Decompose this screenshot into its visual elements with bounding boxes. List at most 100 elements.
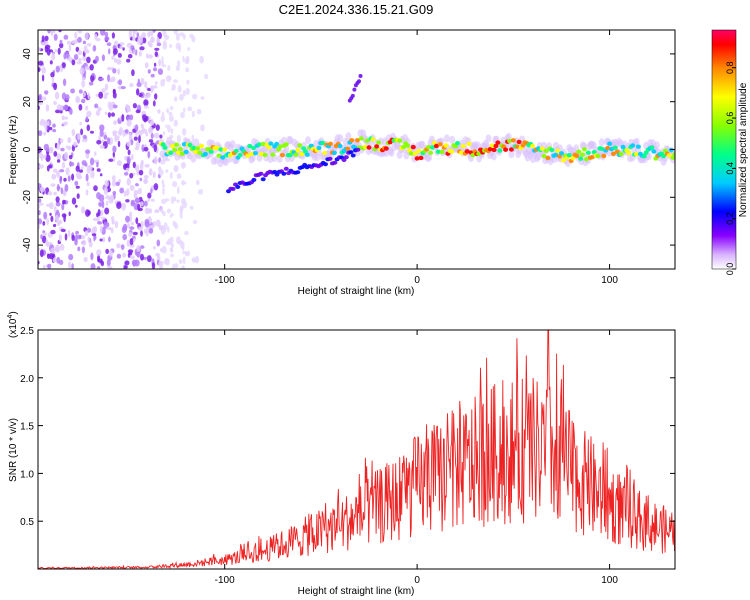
band-mark <box>208 149 214 154</box>
band-halo <box>419 140 426 149</box>
noise-blob <box>139 177 143 182</box>
band-mark <box>331 150 337 156</box>
noise-blob <box>41 96 47 101</box>
band-halo <box>598 138 605 147</box>
band-halo <box>345 132 352 141</box>
band-mark <box>162 145 168 150</box>
noise-blob <box>156 42 162 47</box>
noise-blob <box>38 60 44 66</box>
noise-blob <box>161 111 165 119</box>
noise-blob <box>42 232 47 236</box>
snr-xlabel: Height of straight line (km) <box>298 586 415 597</box>
band-mark <box>455 141 460 146</box>
noise-blob <box>107 74 111 82</box>
noise-blob <box>173 166 178 173</box>
noise-blob <box>59 176 62 184</box>
branch-mark <box>283 166 289 171</box>
noise-blob <box>38 93 43 101</box>
noise-blob <box>132 49 136 55</box>
band-halo <box>190 154 197 163</box>
noise-blob <box>125 104 129 109</box>
band-mark <box>476 151 482 156</box>
noise-blob <box>159 265 163 269</box>
noise-blob <box>187 106 193 112</box>
noise-blob <box>43 131 47 136</box>
noise-blob <box>150 188 153 194</box>
noise-blob <box>146 53 149 59</box>
band-mark <box>661 153 666 159</box>
noise-blob <box>51 52 56 61</box>
noise-blob <box>125 188 130 196</box>
noise-blob <box>187 47 191 51</box>
noise-blob <box>153 132 160 139</box>
noise-blob <box>172 263 175 269</box>
noise-blob <box>160 206 163 214</box>
snr-frame <box>37 329 676 570</box>
noise-blob <box>182 55 185 63</box>
noise-blob <box>61 115 65 121</box>
noise-blob <box>139 201 144 207</box>
noise-blob <box>112 68 117 74</box>
noise-blob <box>204 73 209 79</box>
noise-blob <box>153 62 157 67</box>
band-mark <box>383 146 389 151</box>
noise-blob <box>167 124 171 133</box>
noise-blob <box>169 44 173 48</box>
noise-blob <box>129 211 133 218</box>
noise-blob <box>153 245 156 250</box>
noise-blob <box>181 180 186 186</box>
noise-blob <box>80 235 86 240</box>
noise-blob <box>114 220 119 229</box>
noise-blob <box>55 65 60 73</box>
noise-blob <box>77 132 81 141</box>
noise-blob <box>143 99 149 107</box>
noise-blob <box>96 140 102 145</box>
noise-blob <box>88 164 93 172</box>
band-mark <box>508 147 514 152</box>
noise-blob <box>43 143 50 151</box>
band-mark <box>610 151 616 156</box>
noise-blob <box>130 45 135 51</box>
y-tick-label: 1.0 <box>20 469 34 480</box>
noise-blob <box>156 239 161 247</box>
noise-blob <box>120 244 125 251</box>
band-mark <box>197 150 203 155</box>
noise-blob <box>155 219 161 227</box>
noise-blob <box>45 104 50 112</box>
noise-blob <box>99 145 105 149</box>
band-halo <box>449 135 456 144</box>
noise-blob <box>61 162 66 169</box>
band-mark <box>370 137 376 142</box>
noise-blob <box>96 192 101 200</box>
noise-blob <box>107 265 113 269</box>
noise-blob <box>122 47 125 51</box>
noise-blob <box>41 66 47 74</box>
noise-blob <box>200 96 205 100</box>
noise-blob <box>111 220 115 225</box>
band-mark <box>168 150 174 156</box>
noise-blob <box>142 114 148 122</box>
noise-blob <box>86 43 92 47</box>
noise-blob <box>86 124 91 132</box>
noise-blob <box>129 226 135 230</box>
noise-blob <box>136 250 141 258</box>
noise-blob <box>95 55 99 63</box>
noise-blob <box>38 198 42 203</box>
noise-blob <box>104 92 109 96</box>
noise-blob <box>94 33 98 40</box>
snr-scale-exp: 4 <box>7 315 14 319</box>
noise-blob <box>47 191 53 196</box>
noise-blob <box>183 107 186 113</box>
noise-blob <box>43 154 47 159</box>
colorbar-tick-label: 0.4 <box>725 162 735 175</box>
noise-blob <box>43 211 48 220</box>
noise-blob <box>117 68 120 75</box>
x-tick-label: -100 <box>215 575 235 586</box>
noise-blob <box>99 225 103 234</box>
band-mark <box>183 149 189 155</box>
noise-blob <box>162 187 165 196</box>
noise-blob <box>154 47 160 51</box>
band-mark <box>578 156 584 161</box>
noise-blob <box>143 105 149 109</box>
noise-blob <box>182 89 187 97</box>
